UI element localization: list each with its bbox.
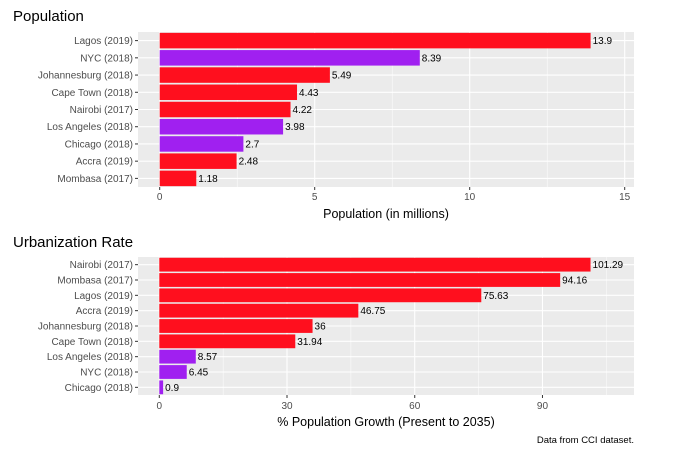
bar-value-label: 0.9: [165, 383, 179, 394]
category-label: Chicago (2018): [65, 139, 133, 150]
x-tick-label: 10: [464, 192, 476, 203]
category-label: NYC (2018): [80, 53, 133, 64]
bar: [159, 101, 291, 118]
bar-value-label: 5.49: [332, 71, 352, 82]
bar-value-label: 101.29: [593, 260, 624, 271]
bar: [159, 67, 330, 83]
bar: [159, 365, 187, 379]
population-chart: Population 13.9 8.39 5.49 4.43 4.22 3.98 2.7 2.4…: [13, 8, 634, 221]
bar-value-label: 31.94: [297, 337, 322, 348]
category-label: Cape Town (2018): [51, 337, 133, 348]
category-label: Nairobi (2017): [70, 260, 133, 271]
bar: [159, 118, 284, 135]
x-tick-label: 30: [281, 401, 293, 412]
bar: [159, 32, 591, 49]
x-tick-label: 5: [312, 192, 318, 203]
bar-value-label: 8.39: [422, 53, 442, 64]
bar: [159, 319, 313, 333]
bar: [159, 303, 359, 318]
urbanization-chart: Urbanization Rate 101.29 94.16 75.63 46.75 36…: [13, 234, 634, 429]
x-tick-label: 15: [619, 192, 631, 203]
bar: [159, 84, 298, 101]
bar: [159, 380, 164, 395]
category-label: Johannesburg (2018): [38, 322, 133, 333]
bar-value-label: 36: [315, 322, 327, 333]
bar-value-label: 6.45: [189, 368, 209, 379]
x-tick-label: 60: [409, 401, 421, 412]
bar: [159, 273, 561, 287]
bar-value-label: 4.22: [293, 105, 313, 116]
bar-value-label: 75.63: [483, 291, 508, 302]
x-axis-title: % Population Growth (Present to 2035): [277, 415, 494, 429]
category-label: Mombasa (2017): [57, 276, 133, 287]
category-label: Lagos (2019): [74, 36, 133, 47]
bar: [159, 288, 482, 303]
bar-value-label: 2.48: [239, 157, 259, 168]
category-label: Los Angeles (2018): [47, 352, 133, 363]
bar: [159, 334, 296, 349]
category-label: Lagos (2019): [74, 291, 133, 302]
bar-value-label: 2.7: [245, 139, 259, 150]
x-tick-label: 0: [157, 192, 163, 203]
bar: [159, 153, 237, 169]
chart-title: Population: [13, 8, 84, 25]
category-label: NYC (2018): [80, 368, 133, 379]
category-label: Johannesburg (2018): [38, 71, 133, 82]
category-label: Chicago (2018): [65, 383, 133, 394]
bar: [159, 136, 244, 152]
category-label: Accra (2019): [76, 157, 133, 168]
bar-value-label: 4.43: [299, 88, 319, 99]
bar-value-label: 13.9: [593, 36, 613, 47]
bar: [159, 257, 591, 272]
x-axis-title: Population (in millions): [323, 207, 449, 221]
category-label: Los Angeles (2018): [47, 122, 133, 133]
bar: [159, 50, 420, 66]
chart-title: Urbanization Rate: [13, 234, 133, 251]
bar: [159, 349, 196, 364]
bar-value-label: 8.57: [198, 352, 218, 363]
category-label: Cape Town (2018): [51, 88, 133, 99]
bar: [159, 170, 197, 187]
category-label: Mombasa (2017): [57, 174, 133, 185]
bar-value-label: 1.18: [198, 174, 218, 185]
category-label: Nairobi (2017): [70, 105, 133, 116]
category-label: Accra (2019): [76, 306, 133, 317]
bar-value-label: 94.16: [562, 276, 587, 287]
bar-value-label: 3.98: [285, 122, 305, 133]
x-tick-label: 90: [537, 401, 549, 412]
bar-value-label: 46.75: [360, 306, 385, 317]
data-source-caption: Data from CCI dataset.: [537, 435, 634, 446]
x-tick-label: 0: [157, 401, 163, 412]
